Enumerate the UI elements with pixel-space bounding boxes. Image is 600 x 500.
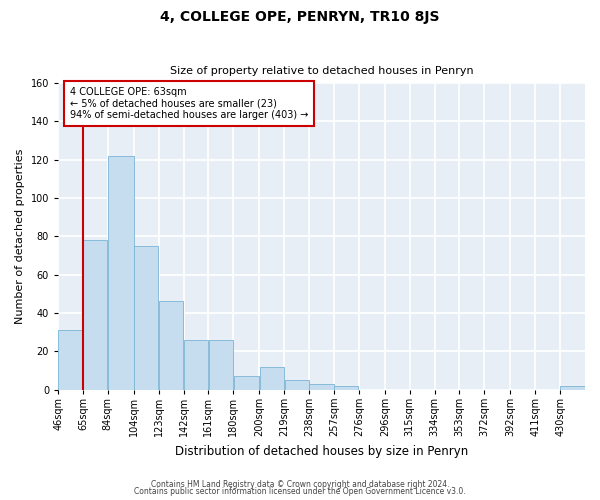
- Bar: [284, 380, 309, 390]
- X-axis label: Distribution of detached houses by size in Penryn: Distribution of detached houses by size …: [175, 444, 468, 458]
- Bar: [233, 376, 259, 390]
- Bar: [108, 156, 134, 390]
- Text: Contains public sector information licensed under the Open Government Licence v3: Contains public sector information licen…: [134, 487, 466, 496]
- Bar: [134, 246, 158, 390]
- Bar: [184, 340, 208, 390]
- Bar: [209, 340, 233, 390]
- Y-axis label: Number of detached properties: Number of detached properties: [15, 148, 25, 324]
- Bar: [310, 384, 334, 390]
- Bar: [334, 386, 358, 390]
- Text: Contains HM Land Registry data © Crown copyright and database right 2024.: Contains HM Land Registry data © Crown c…: [151, 480, 449, 489]
- Bar: [159, 302, 183, 390]
- Text: 4, COLLEGE OPE, PENRYN, TR10 8JS: 4, COLLEGE OPE, PENRYN, TR10 8JS: [160, 10, 440, 24]
- Title: Size of property relative to detached houses in Penryn: Size of property relative to detached ho…: [170, 66, 473, 76]
- Bar: [560, 386, 584, 390]
- Bar: [260, 366, 284, 390]
- Text: 4 COLLEGE OPE: 63sqm
← 5% of detached houses are smaller (23)
94% of semi-detach: 4 COLLEGE OPE: 63sqm ← 5% of detached ho…: [70, 86, 308, 120]
- Bar: [58, 330, 83, 390]
- Bar: [83, 240, 107, 390]
